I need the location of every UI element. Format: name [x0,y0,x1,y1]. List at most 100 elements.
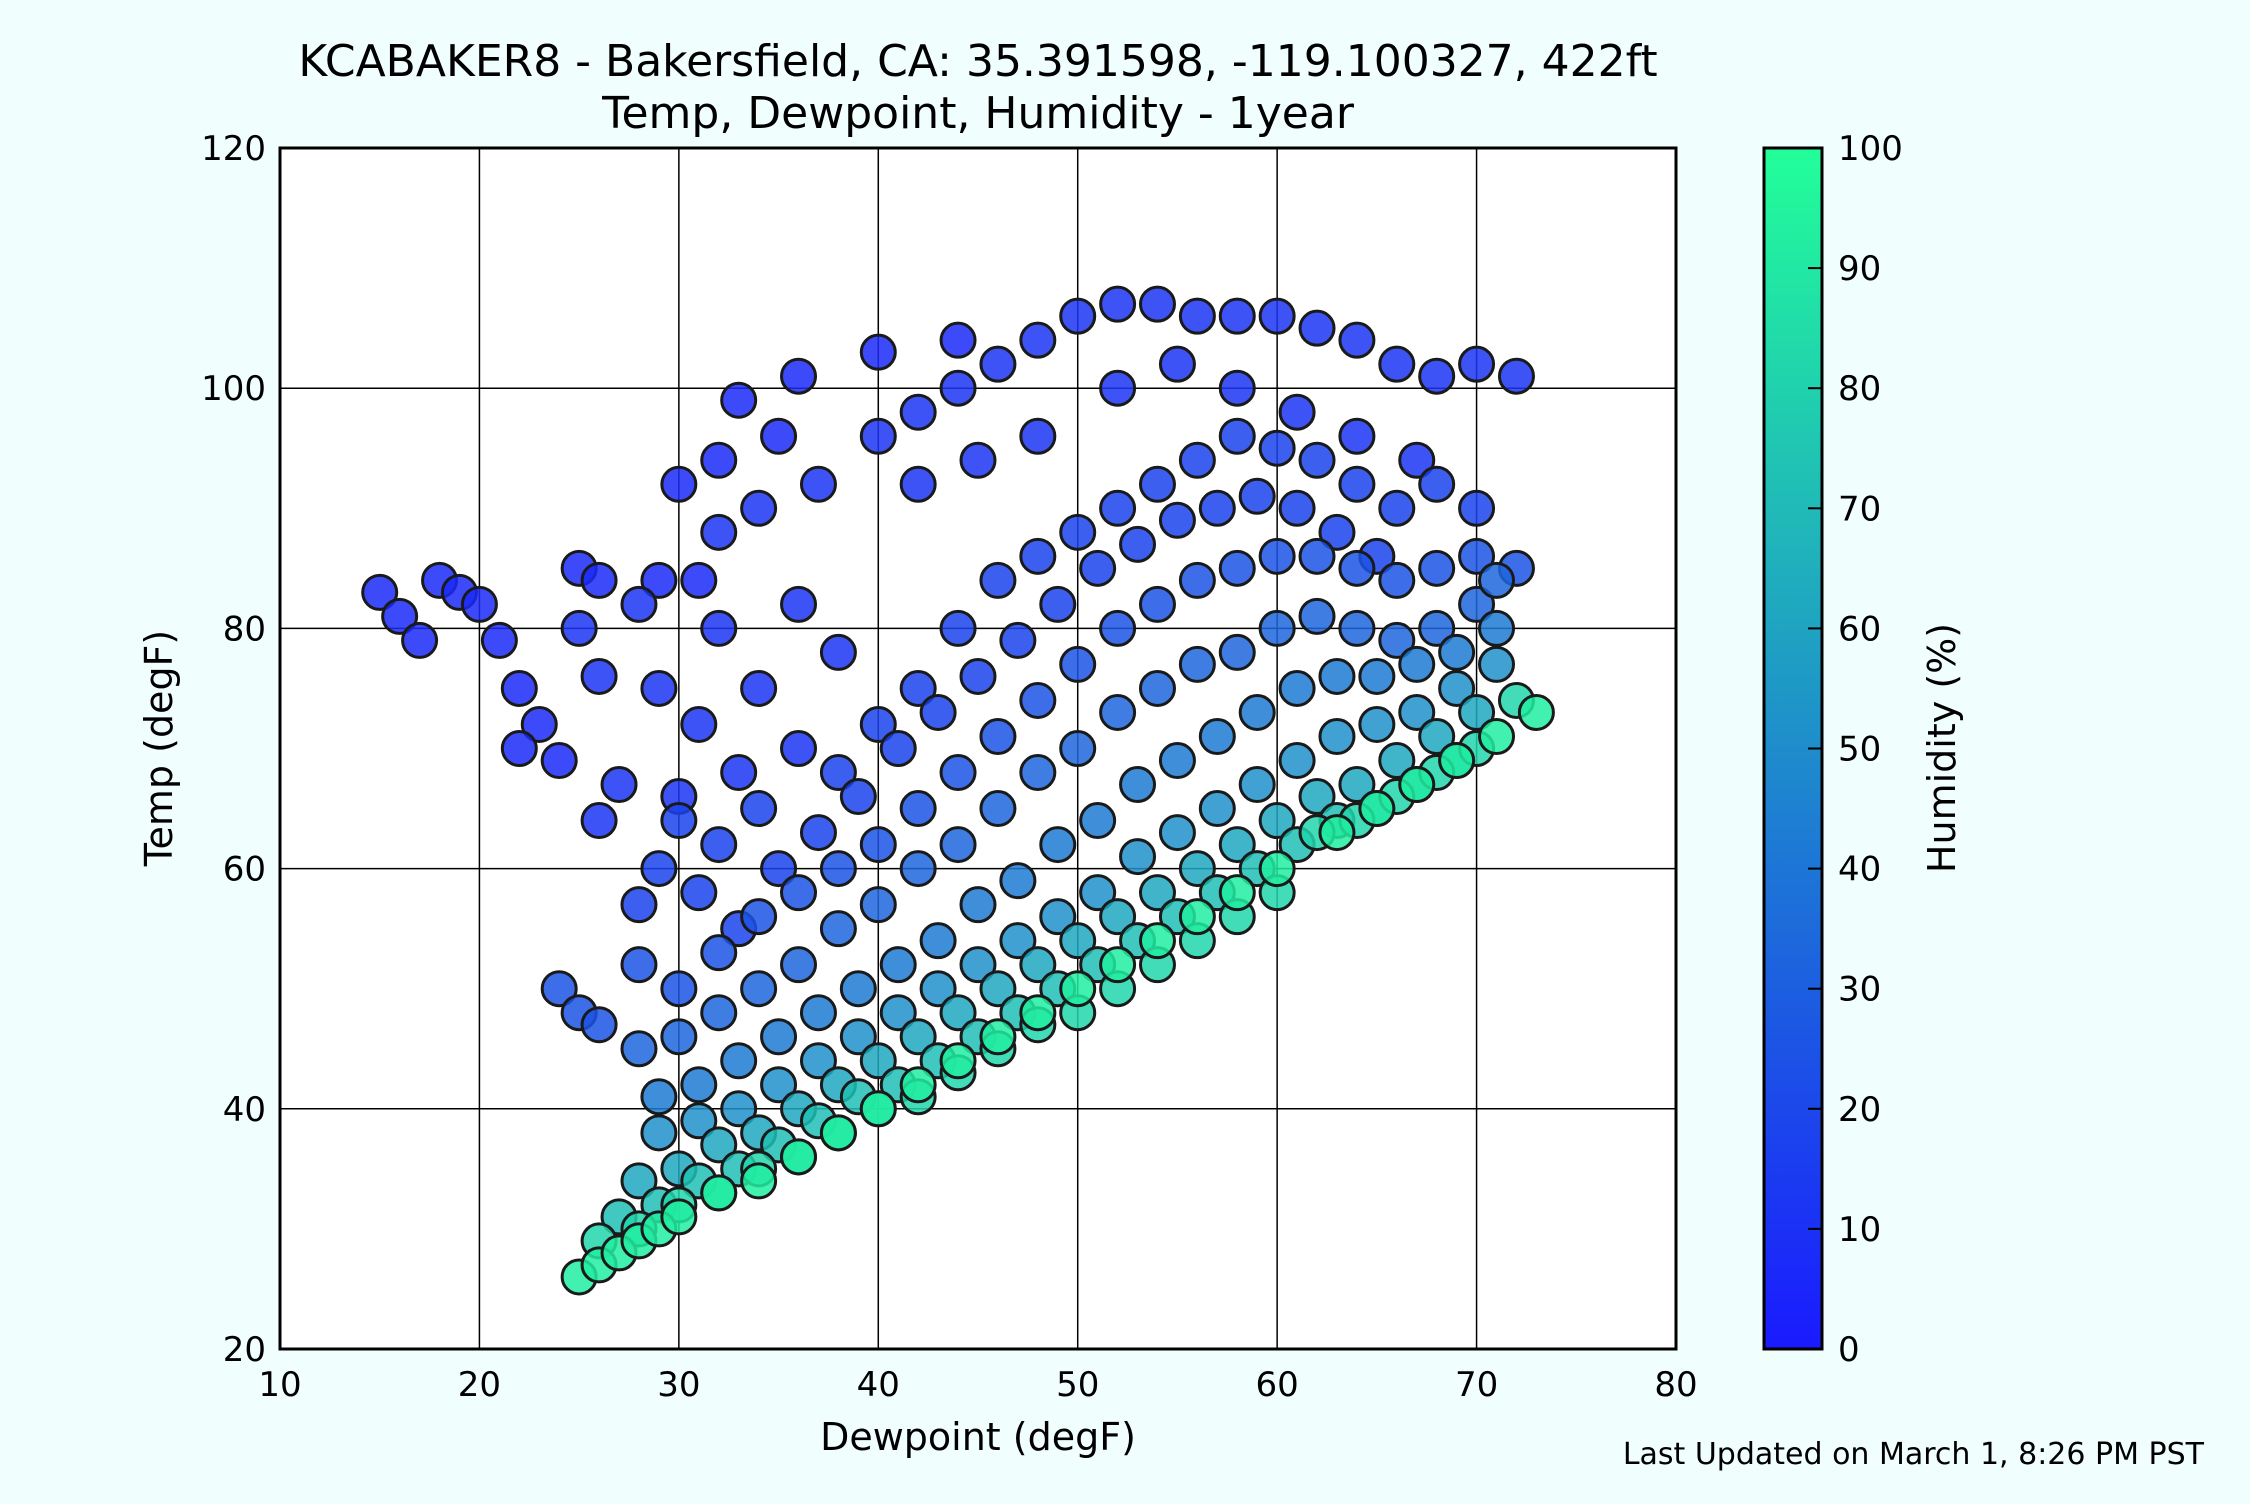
scatter-point [1039,585,1077,623]
scatter-point [720,1042,758,1080]
scatter-point [1258,802,1296,840]
y-axis-ticks: 20 40 60 80 100 120 [201,129,266,1370]
colorbar-tick-label: 20 [1838,1090,1881,1130]
scatter-point [700,826,738,864]
scatter-point [899,393,937,431]
scatter-point [819,633,857,671]
scatter-point [1198,790,1236,828]
scatter-point [999,621,1037,659]
x-tick-label: 40 [857,1365,900,1405]
scatter-point [1019,754,1057,792]
scatter-point [700,1126,738,1164]
scatter-point [919,693,957,731]
scatter-point [480,621,518,659]
scatter-point [939,754,977,792]
scatter-point [1119,766,1157,804]
scatter-point [560,609,598,647]
scatter-point [859,1042,897,1080]
scatter-point [899,790,937,828]
scatter-point [680,561,718,599]
x-axis-ticks: 10 20 30 40 50 60 70 80 [258,1365,1697,1405]
scatter-point [1278,393,1316,431]
scatter-point [1238,766,1276,804]
scatter-point [879,730,917,767]
scatter-point [919,922,957,960]
colorbar-tick-label: 80 [1838,369,1881,409]
scatter-point [1358,705,1396,743]
scatter-point [899,669,937,707]
scatter-point [1218,297,1256,335]
scatter-point [819,910,857,948]
scatter-point [740,669,778,707]
last-updated-footer: Last Updated on March 1, 8:26 PM PST [1623,1437,2205,1472]
colorbar-tick-label: 100 [1838,129,1903,169]
scatter-point [1298,597,1336,635]
scatter-point [1158,814,1196,852]
scatter-point [899,1018,937,1056]
scatter-point [640,561,678,599]
scatter-point [1059,922,1097,960]
scatter-point [1218,874,1256,912]
scatter-point [720,381,758,419]
y-tick-label: 120 [201,129,266,169]
scatter-point [660,802,698,840]
colorbar-tick-label: 50 [1838,730,1881,770]
scatter-point [1138,874,1176,912]
scatter-point [1178,441,1216,479]
scatter-point [1438,669,1476,707]
x-tick-label: 50 [1056,1365,1099,1405]
scatter-point [1158,742,1196,780]
scatter-point [1458,585,1496,623]
scatter-point [959,441,997,479]
colorbar-tick-label: 10 [1838,1210,1881,1250]
scatter-point [819,850,857,888]
scatter-point [1178,645,1216,683]
scatter-point [1478,561,1516,599]
scatter-point [1218,826,1256,864]
scatter-point [1318,513,1356,551]
scatter-point [939,321,977,359]
scatter-point [1298,309,1336,347]
scatter-point [1478,609,1516,647]
scatter-point [1338,321,1376,359]
scatter-point [1438,633,1476,671]
scatter-point [1418,357,1456,395]
scatter-point [1298,537,1336,575]
scatter-point [939,994,977,1032]
x-tick-label: 20 [458,1365,501,1405]
scatter-point [780,874,818,912]
scatter-point [979,970,1017,1008]
scatter-point [1258,537,1296,575]
scatter-point [1458,693,1496,731]
scatter-point [500,730,538,767]
scatter-point [939,609,977,647]
scatter-point [1318,814,1356,852]
y-tick-label: 80 [223,609,266,649]
scatter-point [680,874,718,912]
scatter-point [1099,946,1137,984]
scatter-point [1059,645,1097,683]
scatter-point [1099,489,1137,527]
scatter-point [1138,285,1176,323]
scatter-point [959,657,997,695]
scatter-point [700,1174,738,1212]
scatter-point [1119,838,1157,876]
scatter-point [361,573,399,611]
scatter-point [1138,669,1176,707]
scatter-point [1378,621,1416,659]
scatter-point [1258,850,1296,888]
scatter-point [799,814,837,852]
scatter-point [1398,645,1436,683]
scatter-point [1019,946,1057,984]
scatter-point [1478,645,1516,683]
scatter-point [1338,609,1376,647]
scatter-point [1019,681,1057,719]
scatter-point [780,585,818,623]
scatter-point [879,946,917,984]
scatter-point [700,934,738,972]
scatter-point [1218,549,1256,587]
scatter-point [859,705,897,743]
scatter-point [660,1198,698,1236]
colorbar-tick-label: 0 [1838,1330,1860,1370]
